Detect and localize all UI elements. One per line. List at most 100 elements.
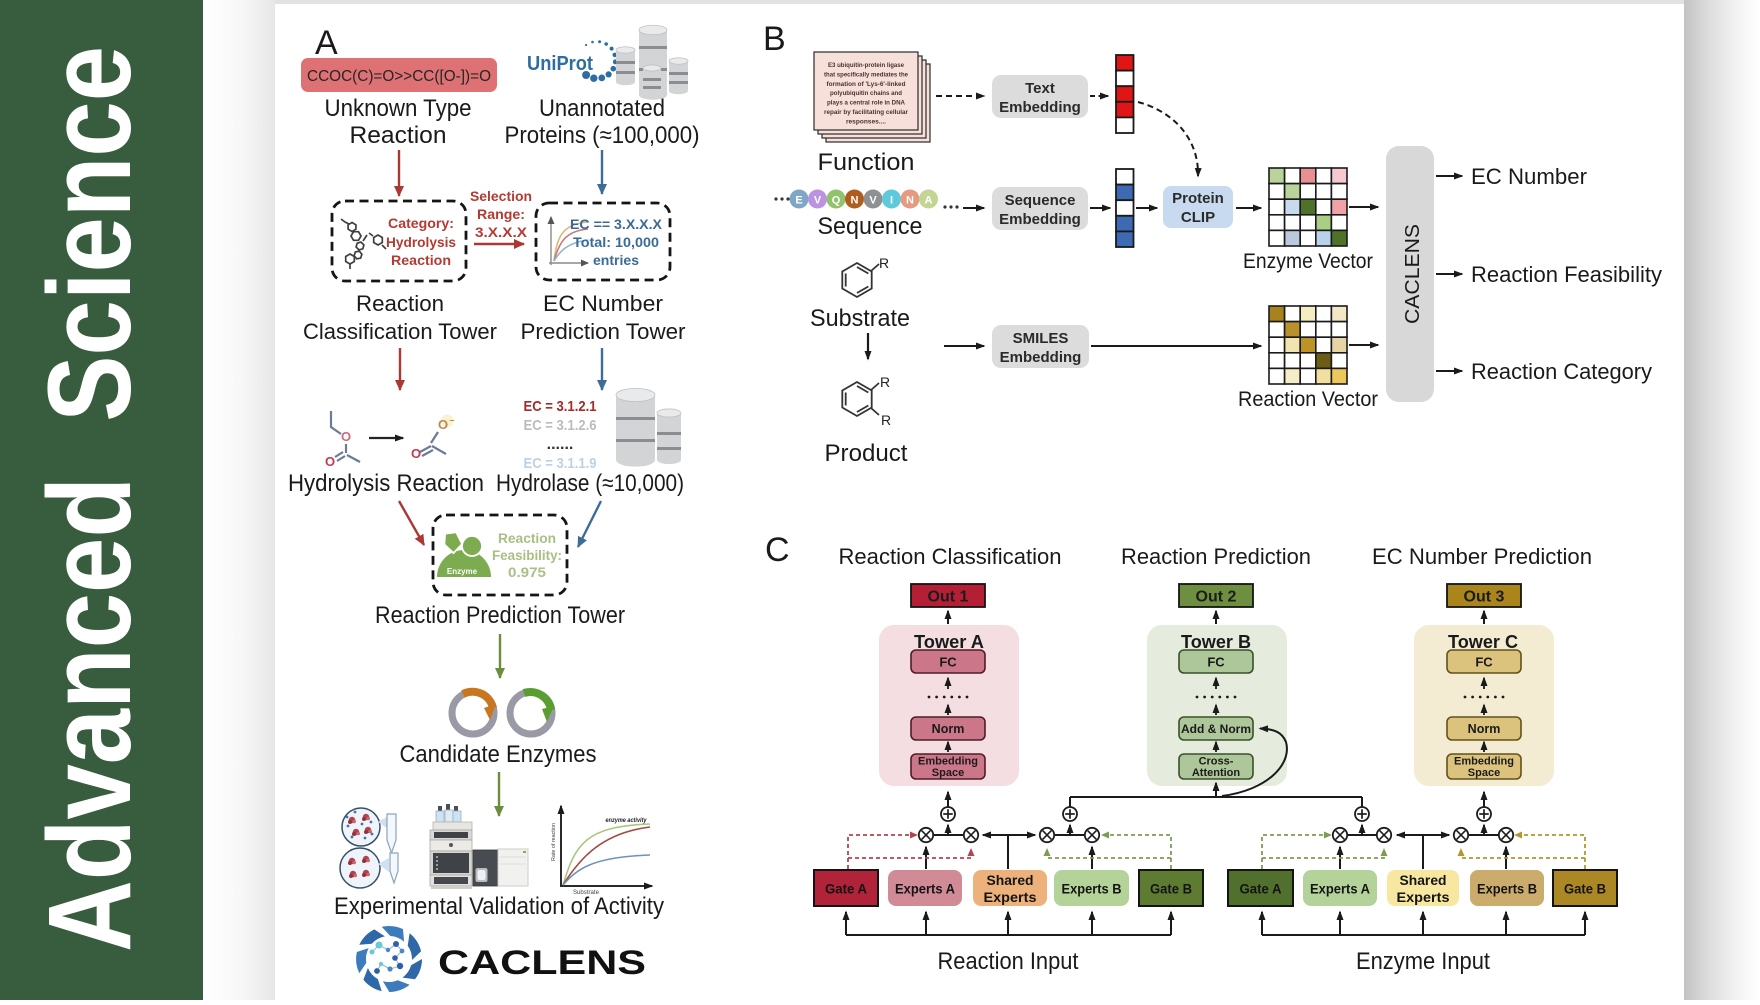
svg-text:Tower B: Tower B [1181,632,1251,652]
svg-text:B: B [763,20,786,58]
svg-text:Embedding: Embedding [999,211,1081,228]
svg-text:FC: FC [1475,655,1493,670]
svg-text:Gate B: Gate B [1150,881,1192,897]
svg-text:Space: Space [932,767,964,779]
svg-text:Gate B: Gate B [1564,881,1606,897]
svg-text:UniProt: UniProt [527,53,593,75]
svg-text:Reaction: Reaction [391,252,451,268]
svg-text:3.X.X.X: 3.X.X.X [475,224,528,240]
svg-text:A: A [925,195,933,207]
svg-text:Selection: Selection [470,188,532,204]
svg-text:Prediction Tower: Prediction Tower [521,319,686,344]
svg-text:R: R [881,412,891,428]
svg-text:EC = 3.1.1.9: EC = 3.1.1.9 [524,455,597,472]
svg-text:Experts: Experts [984,889,1037,905]
svg-text:CACLENS: CACLENS [438,944,646,982]
svg-text:SMILES: SMILES [1013,330,1069,347]
svg-text:Enzyme Vector: Enzyme Vector [1243,250,1373,273]
svg-text:Experts A: Experts A [1310,881,1370,897]
svg-text:Rate of reaction: Rate of reaction [551,823,557,861]
svg-text:Reaction: Reaction [498,531,556,546]
svg-text:Function: Function [818,149,915,176]
svg-text:Unknown Type: Unknown Type [325,95,472,122]
svg-text:Protein: Protein [1172,190,1224,207]
svg-text:Experts B: Experts B [1477,881,1537,897]
svg-text:FC: FC [939,655,957,670]
svg-text:Enzyme: Enzyme [447,567,478,576]
svg-text:Reaction: Reaction [356,291,444,316]
svg-text:O: O [325,454,335,469]
svg-text:Add & Norm: Add & Norm [1181,722,1251,736]
svg-text:enzyme activity: enzyme activity [606,817,648,824]
svg-text:Embedding: Embedding [999,99,1081,116]
svg-text:R: R [879,255,889,271]
svg-text:Range:: Range: [477,206,525,222]
svg-text:0.975: 0.975 [508,565,547,580]
svg-text:polyubiquitin chains and: polyubiquitin chains and [830,90,902,97]
svg-text:EC Number: EC Number [543,291,663,316]
svg-text:Enzyme Input: Enzyme Input [1356,948,1490,975]
svg-text:Total: 10,000: Total: 10,000 [573,234,659,250]
svg-text:that specifically mediates the: that specifically mediates the [824,71,908,78]
svg-text:V: V [869,195,877,207]
svg-text:E3 ubiquitin-protein ligase: E3 ubiquitin-protein ligase [828,62,904,69]
svg-text:I: I [890,195,893,207]
svg-text:Out 1: Out 1 [928,589,969,606]
svg-text:Reaction Vector: Reaction Vector [1238,388,1378,411]
svg-text:Reaction Prediction Tower: Reaction Prediction Tower [375,602,625,629]
svg-text:Cross-: Cross- [1199,756,1234,768]
svg-text:CCOC(C)=O>>CC([O-])=O: CCOC(C)=O>>CC([O-])=O [307,68,491,85]
svg-text:Substrate: Substrate [810,305,910,332]
svg-text:Embedding: Embedding [1454,756,1514,768]
svg-text:Reaction Classification: Reaction Classification [839,544,1062,569]
svg-text:Experts: Experts [1397,889,1450,905]
svg-text:Hydrolysis Reaction: Hydrolysis Reaction [288,470,484,497]
svg-text:Unannotated: Unannotated [539,95,665,122]
svg-text:Feasibility:: Feasibility: [492,548,562,563]
svg-text:Hydrolase (≈10,000): Hydrolase (≈10,000) [496,470,684,497]
svg-text:Substrate: Substrate [573,890,600,896]
svg-text:Advanced Science: Advanced Science [24,46,156,952]
svg-text:Text: Text [1025,80,1055,97]
svg-text:Shared: Shared [987,872,1034,888]
svg-text:Out 2: Out 2 [1196,589,1237,606]
svg-text:EC = 3.1.2.6: EC = 3.1.2.6 [524,417,597,434]
svg-text:E: E [795,195,802,207]
svg-text:Sequence: Sequence [818,213,923,240]
svg-text:R: R [880,374,890,390]
svg-text:Tower A: Tower A [914,632,984,652]
svg-text:Experts A: Experts A [895,881,955,897]
svg-text:Reaction Input: Reaction Input [938,948,1079,975]
svg-text:Tower C: Tower C [1448,632,1518,652]
svg-text:EC == 3.X.X.X: EC == 3.X.X.X [570,216,663,232]
svg-text:C: C [765,531,790,569]
svg-text:EC Number Prediction: EC Number Prediction [1372,544,1592,569]
svg-text:Gate A: Gate A [1240,881,1282,897]
svg-text:Hydrolysis: Hydrolysis [386,234,456,250]
svg-text:O: O [341,429,351,444]
svg-text:FC: FC [1207,655,1225,670]
svg-text:Experts B: Experts B [1062,881,1122,897]
svg-text:plays a central role in DNA: plays a central role in DNA [827,100,905,107]
svg-text:......: ...... [547,436,574,453]
svg-text:Reaction Prediction: Reaction Prediction [1121,544,1311,569]
svg-text:N: N [906,195,914,207]
svg-text:N: N [851,195,859,207]
svg-text:Embedding: Embedding [918,756,978,768]
svg-text:Reaction Feasibility: Reaction Feasibility [1471,262,1662,287]
svg-text:O: O [411,446,421,461]
svg-text:Out 3: Out 3 [1464,589,1505,606]
svg-text:responses....: responses.... [846,118,886,125]
svg-text:Gate A: Gate A [825,881,867,897]
svg-text:EC = 3.1.2.1: EC = 3.1.2.1 [524,398,597,415]
svg-text:V: V [814,195,822,207]
svg-text:Norm: Norm [1468,722,1501,736]
svg-text:–: – [449,415,454,425]
svg-text:Q: Q [832,195,841,207]
svg-text:Norm: Norm [932,722,965,736]
svg-text:Proteins (≈100,000): Proteins (≈100,000) [505,122,700,149]
svg-text:Classification Tower: Classification Tower [303,319,497,344]
svg-text:CACLENS: CACLENS [1402,224,1424,324]
svg-text:A: A [315,24,338,62]
svg-text:CLIP: CLIP [1181,209,1215,226]
